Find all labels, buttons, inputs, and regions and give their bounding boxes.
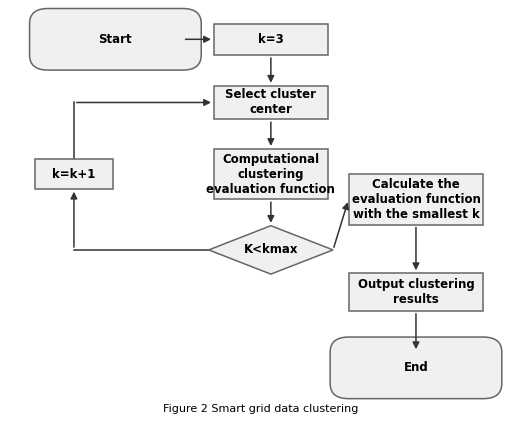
Text: Computational
clustering
evaluation function: Computational clustering evaluation func… [206, 153, 336, 195]
Bar [349, 174, 483, 225]
Text: k=3: k=3 [258, 33, 284, 46]
Text: Start: Start [98, 33, 132, 46]
Bar [214, 149, 328, 199]
Text: Figure 2 Smart grid data clustering: Figure 2 Smart grid data clustering [163, 404, 358, 414]
Text: Output clustering
results: Output clustering results [357, 278, 474, 306]
Bar [214, 86, 328, 119]
Polygon shape [209, 226, 333, 274]
FancyBboxPatch shape [30, 8, 201, 70]
Text: K<kmax: K<kmax [244, 243, 298, 257]
Text: Calculate the
evaluation function
with the smallest k: Calculate the evaluation function with t… [352, 178, 480, 221]
Text: k=k+1: k=k+1 [52, 167, 96, 181]
FancyBboxPatch shape [330, 337, 502, 399]
Bar [35, 159, 113, 189]
Text: End: End [404, 361, 428, 374]
Bar [214, 23, 328, 55]
Bar [349, 273, 483, 311]
Text: Select cluster
center: Select cluster center [226, 89, 316, 117]
